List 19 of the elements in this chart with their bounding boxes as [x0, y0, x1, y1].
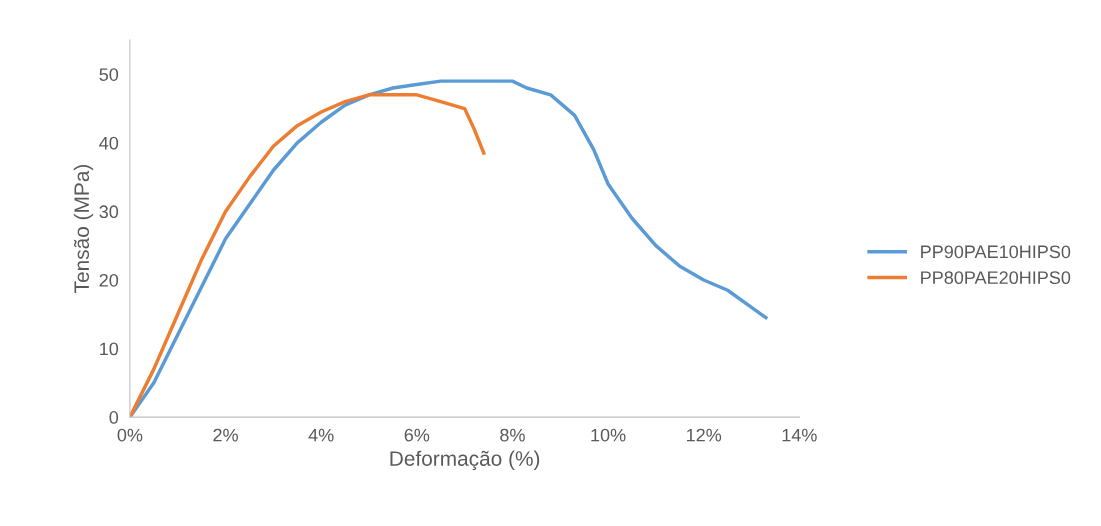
- x-tick-label: 10%: [591, 428, 626, 442]
- y-tick-label: 50: [99, 68, 119, 81]
- y-tick-label: 0: [109, 411, 119, 424]
- legend-label: PP90PAE10HIPS0: [921, 245, 1071, 259]
- x-tick-label: 6%: [404, 428, 430, 442]
- x-tick-label: 14%: [782, 428, 817, 442]
- y-axis-title: Tensão (MPa): [73, 165, 94, 293]
- x-tick-label: 8%: [500, 428, 525, 442]
- x-tick-label: 12%: [687, 428, 722, 442]
- y-tick-label: 10: [100, 342, 119, 356]
- x-tick-label: 0%: [117, 428, 143, 442]
- y-tick-label: 30: [99, 205, 119, 219]
- x-tick-label: 4%: [308, 428, 334, 442]
- y-tick-label: 20: [99, 273, 119, 287]
- x-axis-title: Deformação (%): [390, 450, 540, 471]
- y-tick-label: 40: [99, 136, 119, 150]
- legend-label: PP80PAE20HIPS0: [921, 271, 1071, 285]
- x-tick-label: 2%: [213, 428, 238, 442]
- line-series: [129, 93, 486, 418]
